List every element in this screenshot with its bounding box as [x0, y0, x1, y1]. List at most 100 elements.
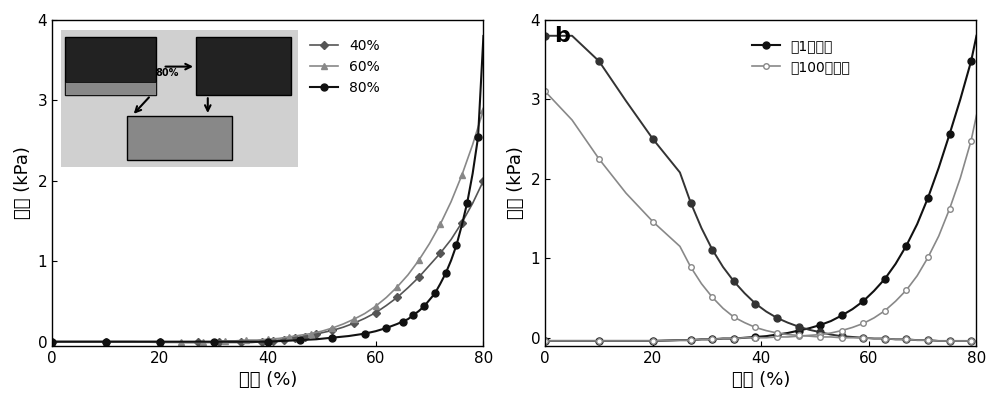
80% — [370, 329, 382, 334]
第1次压缩 — [965, 59, 977, 64]
60% — [251, 338, 263, 343]
第100次压缩 — [620, 339, 632, 343]
80% — [429, 291, 441, 296]
第1次压缩 — [685, 338, 697, 343]
第100次压缩 — [739, 335, 751, 340]
80% — [456, 222, 468, 227]
40% — [413, 275, 425, 280]
80% — [434, 281, 446, 286]
第100次压缩 — [803, 333, 815, 338]
第1次压缩 — [900, 243, 912, 248]
第1次压缩 — [868, 289, 880, 293]
60% — [434, 222, 446, 226]
第100次压缩 — [728, 336, 740, 341]
第100次压缩 — [749, 335, 761, 340]
第100次压缩 — [911, 273, 923, 278]
第1次压缩 — [879, 276, 891, 281]
第100次压缩 — [846, 325, 858, 330]
80% — [450, 243, 462, 247]
40% — [46, 339, 58, 344]
第1次压缩 — [539, 339, 551, 343]
Legend: 第1次压缩, 第100次压缩: 第1次压缩, 第100次压缩 — [746, 33, 856, 79]
60% — [326, 326, 338, 330]
40% — [445, 237, 457, 242]
第1次压缩 — [922, 195, 934, 200]
40% — [424, 263, 436, 268]
40% — [181, 340, 193, 345]
60% — [283, 334, 295, 339]
80% — [402, 317, 414, 322]
第100次压缩 — [760, 335, 772, 340]
60% — [46, 339, 58, 344]
80% — [46, 339, 58, 344]
第1次压缩 — [836, 313, 848, 318]
60% — [402, 272, 414, 277]
60% — [294, 333, 306, 338]
40% — [299, 334, 311, 339]
第100次压缩 — [793, 334, 805, 339]
80% — [154, 339, 166, 344]
第1次压缩 — [890, 262, 902, 266]
第100次压缩 — [944, 207, 956, 212]
60% — [154, 340, 166, 345]
80% — [73, 339, 85, 344]
80% — [359, 331, 371, 336]
Text: a: a — [61, 27, 76, 46]
第1次压缩 — [793, 328, 805, 333]
60% — [273, 336, 285, 341]
Line: 40%: 40% — [49, 178, 486, 345]
60% — [127, 339, 139, 344]
80% — [310, 337, 322, 342]
第1次压缩 — [620, 339, 632, 343]
第100次压缩 — [868, 316, 880, 320]
60% — [316, 329, 328, 334]
第100次压缩 — [771, 334, 783, 339]
40% — [246, 340, 258, 345]
Text: b: b — [554, 27, 570, 46]
60% — [348, 317, 360, 322]
第1次压缩 — [760, 334, 772, 339]
40% — [235, 340, 247, 345]
第1次压缩 — [593, 339, 605, 343]
60% — [175, 340, 187, 345]
60% — [165, 340, 177, 345]
60% — [100, 339, 112, 344]
第100次压缩 — [593, 339, 605, 343]
第100次压缩 — [539, 339, 551, 343]
60% — [73, 339, 85, 344]
40% — [348, 321, 360, 326]
40% — [202, 340, 214, 345]
第1次压缩 — [739, 335, 751, 340]
80% — [445, 258, 457, 263]
第100次压缩 — [706, 337, 718, 342]
第100次压缩 — [717, 336, 729, 341]
X-axis label: 应变 (%): 应变 (%) — [732, 371, 790, 389]
Legend: 40%, 60%, 80%: 40%, 60%, 80% — [305, 33, 386, 100]
60% — [197, 340, 209, 345]
第100次压缩 — [836, 328, 848, 333]
第100次压缩 — [970, 113, 982, 118]
第1次压缩 — [706, 337, 718, 342]
60% — [186, 340, 198, 345]
40% — [434, 251, 446, 256]
40% — [305, 334, 317, 339]
40% — [391, 295, 403, 300]
Line: 第100次压缩: 第100次压缩 — [542, 112, 979, 344]
40% — [402, 285, 414, 290]
40% — [310, 332, 322, 337]
80% — [391, 322, 403, 326]
40% — [456, 220, 468, 225]
第100次压缩 — [647, 339, 659, 343]
第1次压缩 — [771, 332, 783, 337]
第1次压缩 — [674, 338, 686, 343]
40% — [256, 339, 268, 344]
40% — [467, 201, 479, 206]
40% — [127, 339, 139, 344]
80% — [424, 297, 436, 302]
Line: 80%: 80% — [49, 33, 487, 345]
40% — [73, 339, 85, 344]
60% — [337, 322, 349, 326]
第1次压缩 — [717, 336, 729, 341]
80% — [418, 304, 430, 309]
第100次压缩 — [674, 338, 686, 343]
